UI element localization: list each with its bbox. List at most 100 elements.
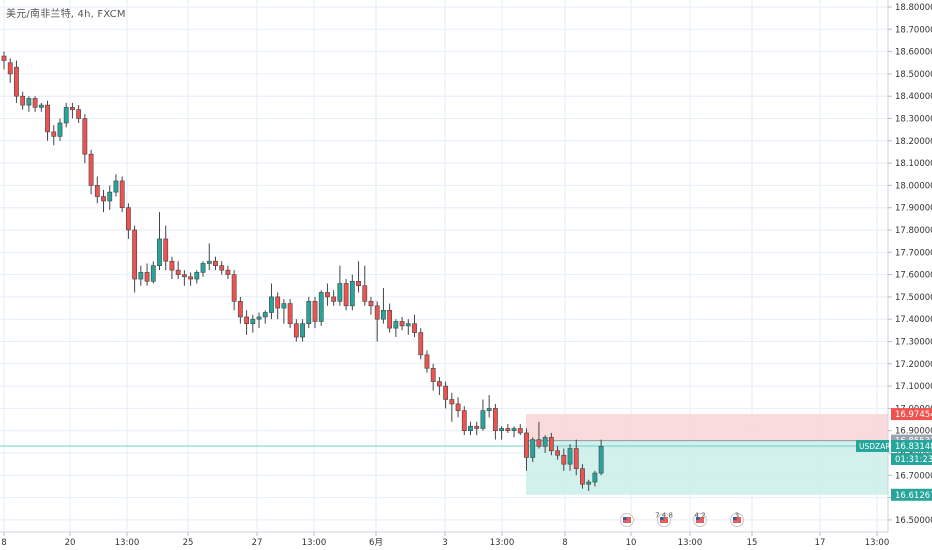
candle-body-down [343,283,349,307]
candle [144,263,150,286]
candle-body-down [505,428,511,432]
candle-body-up [138,272,144,280]
candle-body-up [157,238,162,266]
price-axis-label: 18.30000 [895,115,932,125]
economic-events[interactable]: 7 4 8 4 2 3 [620,512,744,527]
candle [300,319,305,342]
candle-body-up [250,318,256,324]
candle-body-down [76,109,82,119]
price-axis-label: 18.20000 [895,137,932,147]
candle-body-down [580,468,585,485]
candle [387,303,393,333]
target-price-tag-text: 16.61267 [895,491,932,501]
flag-canton [623,517,627,520]
candle-body-down [231,274,237,302]
candle-body-down [524,432,529,458]
candle [312,296,318,329]
price-axis-label: 18.60000 [895,48,932,58]
candle [225,265,231,280]
candle-body-down [412,323,417,333]
candle [32,96,38,112]
price-axis-label: 16.50000 [895,516,932,526]
candle [468,421,473,436]
candle-body-down [293,323,299,338]
price-axis-label: 18.40000 [895,92,932,102]
candle-body-up [480,410,486,429]
candle-body-down [573,448,579,469]
position-zones[interactable] [0,414,888,495]
candle [70,102,75,119]
candle [505,424,511,433]
candle [275,292,281,320]
event-count: 7 4 8 [655,512,673,520]
us-event-flag-icon[interactable] [620,513,634,527]
flag-stripes [733,517,741,523]
candle-body-down [237,301,243,318]
candle [119,176,125,213]
candle-body-up [598,446,604,474]
candle-body-down [362,285,368,302]
price-tags: 16.9745416.8553716.8314816.61267USDZAR01… [856,408,932,501]
candle-body-down [374,305,380,320]
current-price-tag-text: 16.83148 [895,442,932,452]
candle-body-up [262,312,268,318]
candle-body-up [107,191,113,202]
target-price-tag: 16.61267 [891,488,932,501]
candle-body-down [387,309,393,329]
candle [573,439,579,476]
candle [88,149,94,195]
price-axis-label: 17.50000 [895,293,932,303]
candle-body-up [113,180,119,193]
candle [306,296,312,329]
candle [63,102,69,128]
time-axis-label: 20 [65,538,76,548]
candle-body-down [430,367,436,382]
price-axis-label: 17.80000 [895,226,932,236]
candle [455,397,461,418]
candle [548,432,554,456]
stop-loss-zone[interactable] [526,414,888,441]
price-axis-label: 17.20000 [895,360,932,370]
candle-body-down [88,153,94,186]
candle-body-down [126,207,131,231]
countdown-tag: 01:31:23 [891,452,932,465]
candle-body-down [169,260,175,271]
candle-body-down [312,301,318,322]
candle-body-down [101,196,106,202]
candle [536,421,542,449]
candle [181,270,187,286]
candle-body-down [436,381,442,387]
candle [231,270,237,311]
price-axis-label: 18.80000 [895,3,932,13]
flag-stripes [623,517,631,523]
candle [368,296,374,315]
take-profit-zone[interactable] [526,440,888,495]
candle-body-down [461,410,467,432]
time-axis[interactable]: 8 20 13:00 25 27 13:00 6月 3 13:00 8 10 13:00 15 17 13:… [1,532,889,548]
time-axis-label: 13:00 [678,538,703,548]
target-price-tag-bg [891,488,932,501]
time-axis-label: 8 [562,538,567,548]
candle-body-down [548,437,554,452]
current-price-tag: 16.83148 [891,439,932,452]
candle-body-down [1,55,7,61]
candle [530,437,536,462]
candle-body-up [542,437,548,447]
candle [101,189,106,213]
time-axis-label: 6月 [369,538,383,548]
candle-body-down [536,439,542,447]
time-axis-label: 25 [183,538,194,548]
candle [331,290,337,306]
candle [175,261,181,280]
candle-body-up [499,428,504,432]
us-event-flag-icon[interactable]: 4 2 [693,512,707,527]
candle [256,312,262,329]
price-axis-label: 17.90000 [895,204,932,214]
candle-body-up [592,472,598,483]
candle-body-down [175,269,181,275]
candle-body-down [51,131,57,137]
us-event-flag-icon[interactable]: 3 [730,512,744,527]
us-event-flag-icon[interactable]: 7 4 8 [655,512,673,527]
countdown-tag-text: 01:31:23 [895,455,932,465]
